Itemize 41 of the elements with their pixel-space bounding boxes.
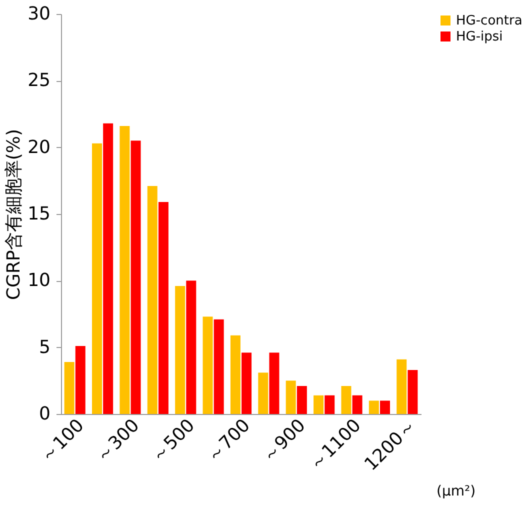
bar	[286, 380, 296, 414]
bar	[242, 352, 252, 414]
bar	[258, 372, 268, 414]
y-tick-label: 5	[39, 336, 50, 358]
bar	[269, 352, 280, 414]
bar	[202, 316, 213, 414]
y-tick-label: 30	[28, 4, 50, 24]
x-tick-label: ～300	[92, 415, 144, 467]
bar	[314, 395, 324, 414]
bar	[396, 359, 407, 414]
bar	[186, 280, 196, 414]
y-axis-title: CGRP含有細胞率(%)	[4, 128, 25, 300]
bar	[130, 140, 141, 414]
x-axis-title: (μm²)	[436, 484, 476, 500]
bar	[175, 286, 186, 414]
x-tick-label: ～500	[147, 415, 200, 467]
bar	[296, 386, 307, 414]
y-tick-label: 15	[28, 204, 50, 224]
bar	[352, 395, 362, 414]
bar	[103, 123, 114, 414]
bar	[324, 395, 335, 414]
bar	[408, 370, 418, 414]
bar	[214, 319, 224, 414]
legend-label: HG-ipsi	[456, 30, 503, 44]
x-tick-label: ～900	[258, 415, 310, 467]
bar	[341, 386, 352, 414]
y-tick-label: 10	[28, 270, 50, 292]
bar	[64, 362, 74, 414]
y-tick-label: 0	[39, 404, 50, 424]
bar	[120, 126, 130, 414]
y-tick-label: 25	[28, 70, 50, 92]
bar	[92, 143, 102, 414]
bar	[75, 346, 86, 414]
bar	[380, 400, 390, 414]
bar	[147, 186, 158, 414]
legend-label: HG-contra	[456, 14, 522, 28]
bar	[230, 335, 240, 414]
y-tick-label: 20	[28, 136, 50, 158]
bar	[368, 400, 379, 414]
bar	[158, 202, 168, 414]
x-tick-label: ～700	[202, 415, 254, 467]
